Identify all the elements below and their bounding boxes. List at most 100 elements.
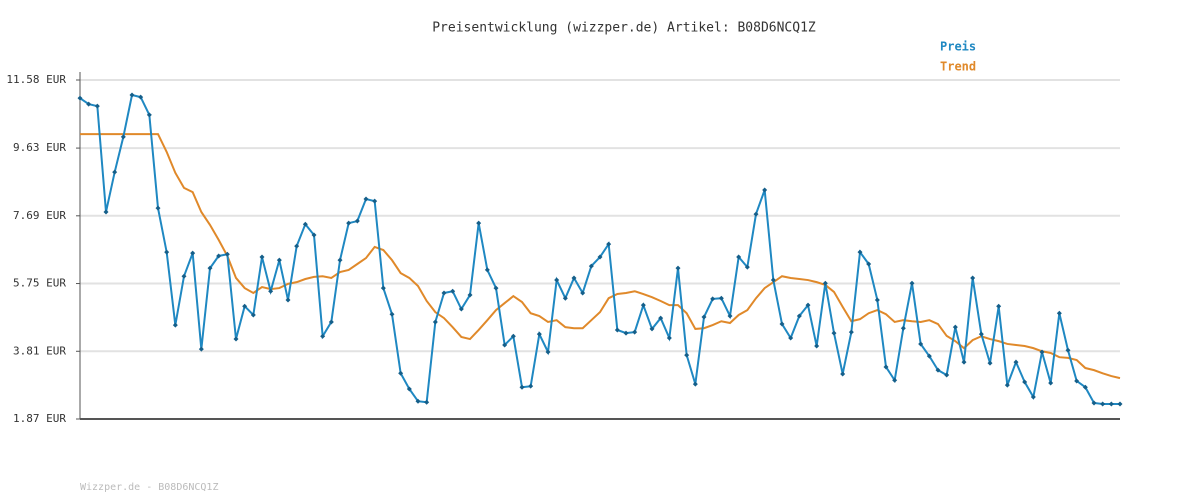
point-marker [207, 265, 213, 271]
legend-label: Trend [940, 60, 976, 74]
point-marker [233, 336, 239, 342]
point-marker [415, 398, 421, 404]
point-marker [1030, 394, 1036, 400]
point-marker [259, 254, 265, 260]
point-marker [1013, 359, 1019, 365]
point-marker [302, 221, 308, 227]
point-marker [294, 243, 300, 249]
point-marker [467, 292, 473, 298]
point-marker [779, 321, 785, 327]
point-marker [961, 359, 967, 365]
point-marker [736, 254, 742, 260]
point-marker [788, 335, 794, 341]
point-marker [354, 218, 360, 224]
y-tick-label: 11.58 EUR [6, 73, 66, 86]
point-marker [727, 313, 733, 319]
point-marker [562, 295, 568, 301]
point-marker [138, 94, 144, 100]
point-marker [502, 342, 508, 348]
legend-label: Preis [940, 40, 976, 54]
point-marker [770, 277, 776, 283]
point-marker [476, 220, 482, 226]
point-marker [554, 277, 560, 283]
point-marker [1074, 378, 1080, 384]
point-marker [701, 314, 707, 320]
point-marker [918, 341, 924, 347]
point-marker [814, 343, 820, 349]
y-tick-label: 5.75 EUR [13, 277, 66, 290]
point-marker [892, 377, 898, 383]
point-marker [935, 367, 941, 373]
point-marker [900, 325, 906, 331]
point-marker [883, 364, 889, 370]
point-marker [129, 92, 135, 98]
point-marker [94, 103, 100, 109]
y-tick-label: 3.81 EUR [13, 344, 66, 357]
point-marker [268, 288, 274, 294]
point-marker [285, 297, 291, 303]
point-marker [493, 285, 499, 291]
point-marker [762, 187, 768, 193]
point-marker [944, 372, 950, 378]
point-marker [623, 330, 629, 336]
point-marker [458, 306, 464, 312]
point-marker [822, 280, 828, 286]
point-marker [216, 253, 222, 259]
point-marker [242, 303, 248, 309]
point-marker [164, 249, 170, 255]
point-marker [848, 329, 854, 335]
point-marker [571, 275, 577, 281]
point-marker [614, 327, 620, 333]
point-marker [441, 290, 447, 296]
point-marker [1117, 401, 1123, 407]
point-marker [510, 333, 516, 339]
point-marker [346, 220, 352, 226]
point-marker [658, 315, 664, 321]
point-marker [172, 322, 178, 328]
point-marker [744, 264, 750, 270]
point-marker [909, 280, 915, 286]
point-marker [970, 275, 976, 281]
point-marker [840, 371, 846, 377]
point-marker [337, 257, 343, 263]
point-marker [666, 335, 672, 341]
point-marker [831, 330, 837, 336]
point-marker [528, 383, 534, 389]
point-marker [398, 370, 404, 376]
point-marker [1022, 379, 1028, 385]
point-marker [866, 261, 872, 267]
point-marker [926, 353, 932, 359]
point-marker [155, 205, 161, 211]
point-marker [86, 101, 92, 107]
point-marker [519, 384, 525, 390]
point-marker [363, 196, 369, 202]
point-marker [857, 249, 863, 255]
point-marker [146, 112, 152, 118]
point-marker [536, 331, 542, 337]
point-marker [805, 302, 811, 308]
point-marker [978, 331, 984, 337]
point-marker [718, 295, 724, 301]
point-marker [311, 232, 317, 238]
point-marker [112, 169, 118, 175]
point-marker [250, 312, 256, 318]
point-marker [632, 329, 638, 335]
point-marker [545, 349, 551, 355]
footer: Wizzper.de - B08D6NCQ1Z [80, 482, 218, 493]
point-marker [952, 324, 958, 330]
point-marker [1004, 382, 1010, 388]
point-marker [406, 386, 412, 392]
point-marker [328, 319, 334, 325]
point-marker [692, 381, 698, 387]
point-marker [675, 265, 681, 271]
point-marker [320, 333, 326, 339]
point-marker [1100, 401, 1106, 407]
point-marker [597, 254, 603, 260]
point-marker [640, 302, 646, 308]
point-marker [77, 95, 83, 101]
point-marker [181, 273, 187, 279]
point-marker [120, 134, 126, 140]
series-line [80, 133, 1121, 380]
